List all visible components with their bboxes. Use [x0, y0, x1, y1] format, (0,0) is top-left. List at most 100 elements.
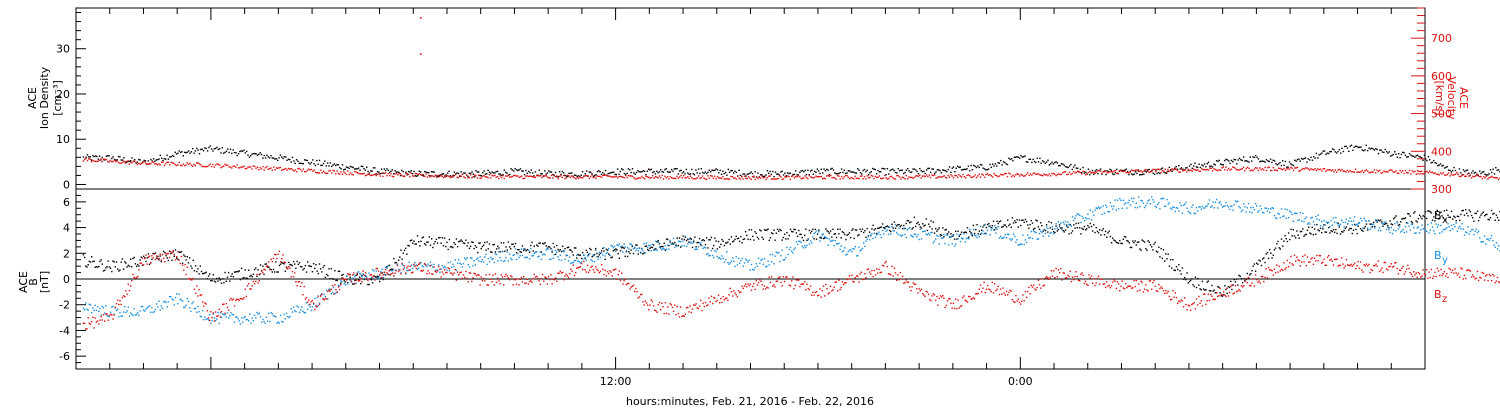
top-data-point: [415, 173, 418, 175]
top-data-point: [502, 175, 504, 177]
bottom-data-point-bx: [431, 238, 433, 240]
bottom-data-point-bx: [1344, 227, 1346, 230]
bottom-data-point-bx: [536, 244, 538, 246]
top-data-point: [295, 171, 298, 173]
bottom-data-point-by: [564, 258, 566, 261]
top-data-point: [687, 172, 689, 174]
bottom-data-point-by: [1349, 217, 1351, 219]
top-data-point: [514, 174, 516, 177]
bottom-data-point-bz: [249, 288, 251, 290]
bottom-data-point-by: [353, 274, 355, 276]
bottom-data-point-bz: [152, 257, 154, 259]
top-data-point: [167, 161, 170, 163]
bottom-data-point-by: [413, 265, 415, 267]
top-data-point: [1174, 167, 1176, 169]
top-data-point: [413, 175, 415, 177]
top-data-point: [1396, 156, 1399, 158]
top-data-point: [120, 162, 122, 165]
top-data-point: [804, 175, 806, 177]
top-data-point: [573, 174, 576, 176]
bottom-data-point-by: [546, 248, 548, 250]
bottom-data-point-bx: [344, 281, 347, 283]
bottom-data-point-bx: [994, 229, 996, 231]
bottom-data-point-bx: [1382, 225, 1384, 227]
bottom-data-point-by: [707, 252, 709, 255]
bottom-data-point-bz: [141, 257, 144, 259]
bottom-data-point-bx: [91, 256, 93, 258]
bottom-data-point-bz: [178, 259, 180, 261]
bottom-data-point-by: [1285, 217, 1287, 219]
bottom-data-point-bx: [196, 270, 198, 273]
top-data-point: [490, 172, 492, 175]
bottom-data-point-by: [949, 236, 951, 238]
bottom-data-point-bz: [83, 322, 86, 325]
bottom-data-point-by: [134, 314, 137, 316]
bottom-data-point-bx: [1081, 227, 1083, 230]
top-data-point: [834, 172, 836, 174]
bottom-data-point-bx: [1127, 240, 1129, 242]
bottom-data-point-bx: [1348, 229, 1350, 231]
bottom-data-point-by: [927, 232, 930, 235]
bottom-data-point-bx: [258, 273, 260, 276]
top-data-point: [689, 175, 692, 177]
bottom-data-point-bz: [202, 301, 204, 303]
bottom-data-point-by: [815, 230, 818, 232]
top-data-point: [747, 175, 750, 178]
top-data-point: [355, 171, 357, 173]
top-data-point: [313, 163, 315, 165]
bottom-data-point-by: [145, 308, 147, 310]
top-data-point: [704, 171, 706, 173]
bottom-data-point-bx: [863, 231, 865, 234]
bottom-data-point-by: [294, 309, 296, 312]
bottom-data-point-bz: [154, 258, 157, 261]
bottom-data-point-by: [222, 313, 224, 315]
bottom-data-point-by: [550, 258, 552, 260]
bottom-data-point-bx: [1041, 224, 1043, 227]
bottom-data-point-bx: [1369, 223, 1371, 225]
top-data-point: [282, 168, 284, 171]
bottom-data-point-bz: [198, 288, 200, 291]
top-data-point: [692, 173, 694, 175]
bottom-data-point-bx: [1495, 214, 1498, 216]
bottom-data-point-by: [1490, 234, 1493, 237]
bottom-data-point-by: [958, 234, 960, 236]
bottom-data-point-bx: [793, 228, 795, 231]
top-data-point: [770, 173, 773, 176]
top-data-point: [940, 176, 943, 178]
bottom-data-point-bx: [1306, 229, 1309, 231]
bottom-data-point-bx: [1191, 278, 1193, 280]
bottom-data-point-by: [1057, 221, 1060, 223]
bottom-data-point-by: [723, 261, 726, 263]
top-data-point: [1001, 164, 1003, 166]
bottom-data-point-by: [113, 313, 115, 315]
bottom-data-point-bz: [132, 273, 134, 276]
top-data-point: [571, 175, 573, 177]
top-data-point: [1300, 157, 1303, 160]
bottom-data-point-by: [734, 265, 736, 268]
top-data-point: [1419, 156, 1421, 158]
top-data-point: [1275, 163, 1277, 165]
top-data-point: [367, 170, 369, 173]
bottom-data-point-bx: [473, 247, 475, 250]
bottom-data-point-bx: [1096, 230, 1099, 233]
top-data-point: [1348, 150, 1350, 152]
bottom-data-point-bx: [1064, 229, 1067, 231]
bottom-data-point-by: [1213, 207, 1215, 209]
bottom-data-point-bx: [230, 275, 232, 277]
bottom-data-point-bx: [845, 238, 847, 241]
bottom-data-point-by: [299, 309, 302, 311]
bottom-data-point-bz: [384, 268, 387, 271]
bottom-data-point-by: [1469, 230, 1472, 233]
top-data-point: [182, 155, 184, 157]
top-data-point: [116, 160, 118, 162]
bottom-data-point-bx: [998, 221, 1001, 223]
bottom-data-point-by: [1005, 237, 1008, 239]
bottom-data-point-bx: [553, 246, 556, 248]
top-data-point: [1240, 159, 1242, 161]
top-data-point: [281, 156, 283, 158]
top-data-point: [600, 176, 603, 179]
top-data-point: [111, 161, 113, 163]
bottom-data-point-bx: [121, 258, 124, 260]
bottom-data-point-by: [1374, 227, 1376, 229]
top-data-point: [532, 172, 534, 174]
